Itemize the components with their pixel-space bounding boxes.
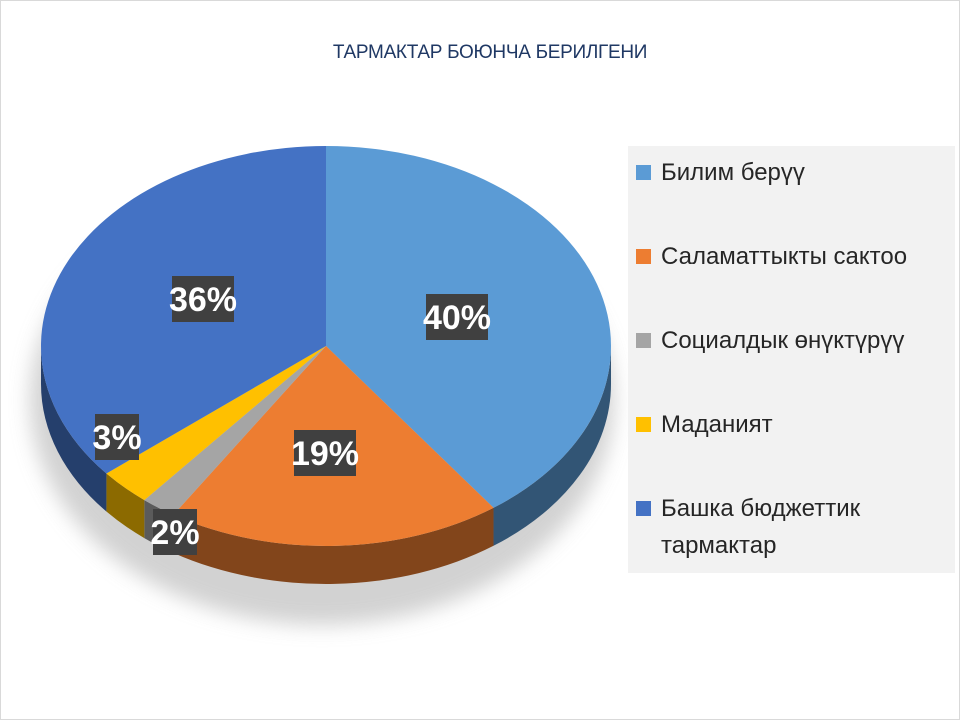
data-label-box <box>426 294 488 340</box>
legend-label: Билим берүү <box>661 159 805 186</box>
data-label-box <box>153 509 197 555</box>
data-label: 3% <box>92 414 142 460</box>
pie-slice-side <box>493 346 611 546</box>
pie-slice-side <box>41 346 107 512</box>
data-label: 40% <box>423 294 491 340</box>
pie-slice-side <box>106 473 145 539</box>
chart-title: ТАРМАКТАР БОЮНЧА БЕРИЛГЕНИ <box>332 42 648 63</box>
legend-label: Саламаттыкты сактоо <box>661 243 908 270</box>
legend: Билим берүү Саламаттыкты сактоо Социалды… <box>628 146 955 573</box>
data-label-text: 2% <box>150 514 199 552</box>
data-label: 36% <box>169 276 237 322</box>
pie-slice <box>144 346 326 515</box>
legend-label: Маданият <box>661 411 773 438</box>
legend-swatch <box>636 501 651 516</box>
data-label-box <box>172 276 234 322</box>
data-label-box <box>95 414 139 460</box>
data-label-text: 36% <box>169 281 237 319</box>
data-label-box <box>294 430 356 476</box>
legend-item: Билим берүү <box>636 154 946 191</box>
legend-item: Маданият <box>636 406 946 443</box>
data-label-text: 3% <box>92 419 141 457</box>
legend-item: Саламаттыкты сактоо <box>636 238 946 275</box>
legend-swatch <box>636 417 651 432</box>
legend-swatch <box>636 165 651 180</box>
pie-tops <box>40 146 611 546</box>
pie-slice-side <box>173 507 494 584</box>
data-label: 2% <box>150 509 200 555</box>
legend-swatch <box>636 333 651 348</box>
legend-item: Башка бюджеттик тармактар <box>636 490 946 564</box>
data-label-text: 40% <box>423 299 491 337</box>
data-label-text: 19% <box>291 435 359 473</box>
legend-item: Социалдык өнүктүрүү <box>636 322 946 359</box>
legend-label: Социалдык өнүктүрүү <box>661 327 905 354</box>
legend-swatch <box>636 249 651 264</box>
pie-labels: 40% 19% 2% 3% 36% <box>92 276 491 555</box>
data-label: 19% <box>291 430 359 476</box>
legend-label: Башка бюджеттик тармактар <box>661 495 861 559</box>
pie-slice <box>106 346 327 501</box>
